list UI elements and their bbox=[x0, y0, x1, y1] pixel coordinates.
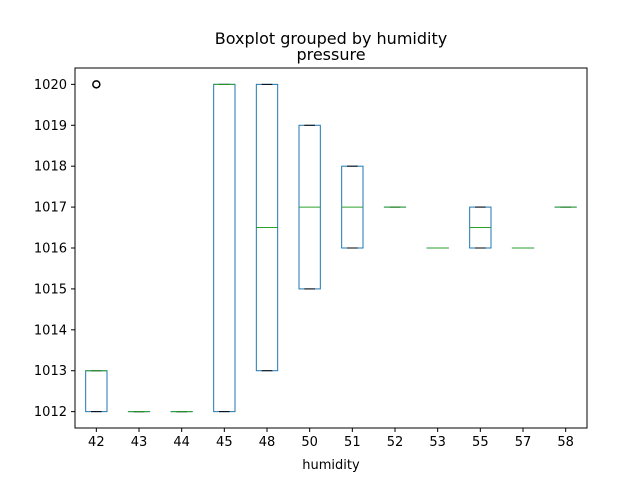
x-tick-label: 58 bbox=[557, 435, 574, 450]
x-tick-label: 52 bbox=[387, 435, 404, 450]
y-tick-label: 1016 bbox=[34, 242, 67, 257]
x-tick-label: 51 bbox=[344, 435, 361, 450]
x-tick-label: 53 bbox=[429, 435, 446, 450]
plot-area bbox=[85, 80, 577, 413]
box-group-55 bbox=[469, 206, 492, 249]
x-tick-label: 43 bbox=[131, 435, 148, 450]
x-tick-label: 44 bbox=[173, 435, 190, 450]
x-tick-label: 55 bbox=[472, 435, 489, 450]
x-tick-label: 57 bbox=[515, 435, 532, 450]
x-tick-label: 42 bbox=[88, 435, 105, 450]
outlier-point bbox=[92, 80, 101, 89]
y-tick-label: 1014 bbox=[34, 323, 67, 338]
y-tick-label: 1019 bbox=[34, 119, 67, 134]
x-axis-label: humidity bbox=[302, 458, 360, 473]
x-axis: 42 43 44 45 48 50 51 52 53 55 57 58 bbox=[88, 428, 574, 450]
y-tick-label: 1015 bbox=[34, 282, 67, 297]
y-tick-label: 1012 bbox=[34, 405, 67, 420]
y-tick-label: 1020 bbox=[34, 78, 67, 93]
y-tick-label: 1018 bbox=[34, 160, 67, 175]
x-tick-label: 48 bbox=[259, 435, 276, 450]
box-group-51 bbox=[341, 165, 364, 249]
box-group-42 bbox=[85, 80, 108, 413]
box-group-48 bbox=[255, 83, 279, 372]
chart-subtitle: pressure bbox=[296, 45, 365, 64]
x-tick-label: 50 bbox=[301, 435, 318, 450]
x-tick-label: 45 bbox=[216, 435, 233, 450]
y-tick-label: 1013 bbox=[34, 364, 67, 379]
y-axis: 1012 1013 1014 1015 1016 1017 1018 1019 1020 bbox=[34, 78, 75, 420]
box-group-50 bbox=[298, 124, 321, 290]
chart-title: Boxplot grouped by humidity bbox=[215, 29, 447, 48]
y-tick-label: 1017 bbox=[34, 201, 67, 216]
box-group-45 bbox=[213, 83, 236, 413]
